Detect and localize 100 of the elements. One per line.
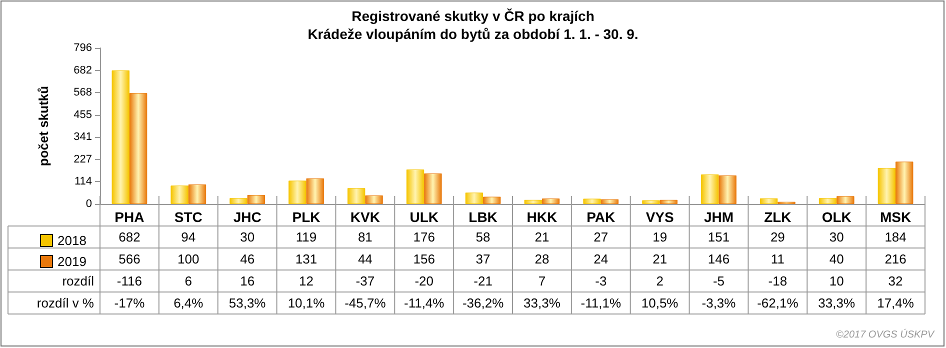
y-tick-label: 455 [74, 108, 92, 121]
text: -116 [116, 274, 142, 288]
data-label: 21 [652, 252, 668, 266]
text: 12 [299, 274, 314, 288]
bar [542, 198, 560, 204]
data-label: 151 [708, 230, 730, 244]
text: 10,1% [288, 296, 326, 310]
text: 10,5% [641, 296, 679, 310]
text: -21 [474, 274, 492, 288]
data-label: 131 [295, 252, 318, 266]
data-label: 30 [240, 230, 255, 244]
bar [878, 168, 896, 204]
bar [188, 184, 206, 204]
text: 10 [829, 274, 844, 288]
bar [465, 192, 484, 204]
data-label: 24 [594, 252, 608, 266]
bar [836, 196, 854, 204]
bar [600, 199, 619, 204]
text: 7 [538, 274, 546, 288]
bar [524, 200, 542, 204]
bar [483, 196, 501, 204]
text: 6 [184, 274, 192, 288]
y-axis-title: počet skutků [36, 86, 51, 166]
bar [247, 194, 265, 204]
data-label: 19 [652, 230, 668, 244]
y-tick-label: 114 [74, 176, 92, 188]
y-tick-label: 796 [74, 42, 92, 54]
bar [348, 188, 366, 204]
text: 33,3% [818, 296, 856, 310]
text: -45,7% [344, 296, 386, 310]
y-tick-label: 568 [74, 86, 92, 99]
bar [583, 198, 601, 204]
x-tick-label: VYS [646, 209, 674, 225]
data-label: 40 [829, 252, 844, 266]
x-tick-label: STC [174, 209, 202, 225]
x-tick-label: LBK [468, 209, 498, 225]
text: 53,3% [228, 296, 266, 310]
legend-label: 2018 [58, 233, 86, 248]
data-label: 184 [884, 230, 906, 244]
y-tick-label: 682 [74, 64, 92, 76]
y-tick-label: 227 [74, 154, 92, 166]
x-tick-label: KVK [350, 209, 380, 225]
text: 17,4% [877, 296, 914, 310]
text: -3,3% [702, 296, 736, 310]
data-label: 46 [240, 252, 255, 266]
data-label: 21 [534, 230, 550, 244]
text: 32 [888, 274, 903, 288]
y-tick-label: 341 [74, 131, 92, 144]
x-tick-label: JHM [704, 209, 734, 225]
chart-title: Registrované skutky v ČR po krajích [352, 8, 594, 24]
x-tick-label: PHA [114, 209, 144, 225]
text: -11,1% [580, 296, 622, 310]
x-tick-label: ULK [410, 209, 438, 225]
bar [818, 198, 837, 204]
bar [660, 200, 678, 204]
data-label: 81 [358, 230, 372, 244]
text: 6,4% [174, 296, 204, 310]
text: -62,1% [757, 296, 799, 310]
data-label: 29 [770, 230, 785, 244]
bar [406, 170, 424, 204]
bar [112, 70, 130, 204]
text: ©2017 OVGS ÚSKPV [836, 328, 936, 340]
text: rozdíl [62, 274, 94, 288]
data-label: 100 [178, 252, 200, 266]
bar [760, 198, 778, 204]
data-label: 176 [413, 230, 435, 244]
text: rozdíl v % [36, 296, 94, 310]
bar [129, 93, 148, 204]
text: -17% [114, 296, 146, 310]
bar [896, 162, 914, 204]
text: -5 [712, 274, 725, 288]
data-label: 94 [181, 230, 196, 244]
bar [306, 178, 324, 204]
chart-subtitle: Krádeže vloupáním do bytů za období 1. 1. - 30. 9. [308, 26, 638, 42]
legend-label: 2019 [58, 254, 86, 269]
x-tick-label: HKK [526, 209, 558, 225]
x-tick-label: JHC [233, 209, 262, 225]
x-tick-label: OLK [822, 209, 852, 225]
bar [288, 180, 306, 204]
x-tick-label: PAK [586, 209, 616, 225]
data-label: 37 [476, 252, 490, 266]
bar [365, 195, 383, 204]
text: -3 [595, 274, 607, 288]
bar [701, 174, 719, 204]
text: -37 [356, 274, 375, 288]
data-label: 58 [476, 230, 490, 244]
data-label: 146 [708, 252, 730, 266]
data-label: 11 [770, 252, 784, 266]
bar [718, 175, 736, 204]
data-label: 28 [534, 252, 550, 266]
text: -36,2% [462, 296, 504, 310]
data-label: 30 [829, 230, 844, 244]
bar [170, 186, 188, 204]
data-label: 27 [594, 230, 608, 244]
data-label: 44 [358, 252, 372, 266]
data-label: 216 [884, 252, 906, 266]
x-tick-label: PLK [292, 209, 320, 225]
text: -11,4% [404, 296, 445, 310]
data-label: 682 [118, 230, 140, 244]
bar [642, 200, 660, 204]
